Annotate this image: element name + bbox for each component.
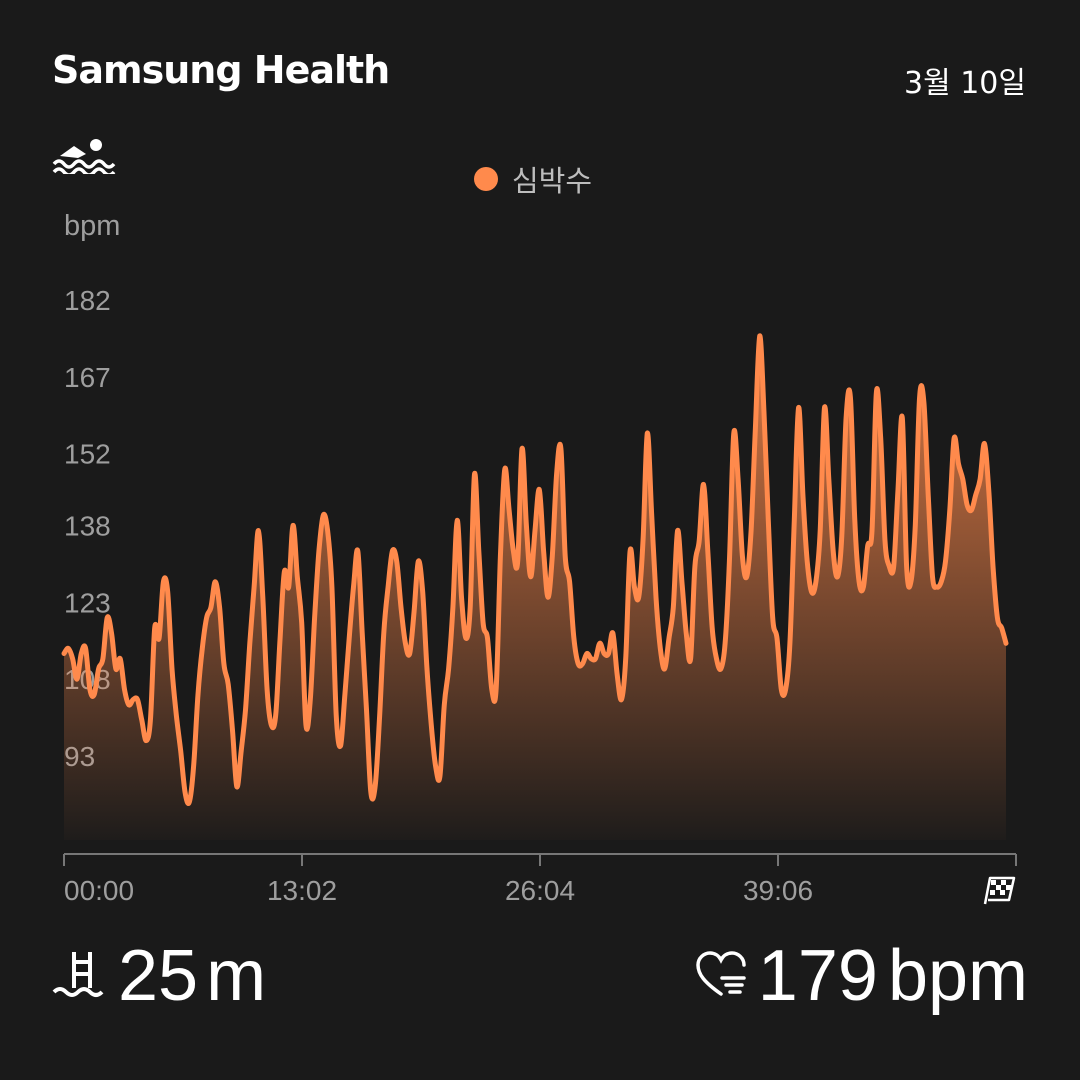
x-tick-label: 00:00 [64, 875, 134, 906]
heart-rate-line [61, 333, 1009, 807]
max-heart-rate-unit: bpm [887, 936, 1028, 1016]
x-tick-label: 26:04 [505, 875, 575, 906]
pool-length-stat: 25 m [52, 940, 266, 1012]
y-tick-label: 167 [64, 362, 111, 393]
y-tick-label: 138 [64, 510, 111, 541]
x-tick-label: 13:02 [267, 875, 337, 906]
y-axis-unit-label: bpm [64, 210, 120, 242]
chart-legend: 심박수 [474, 158, 592, 200]
app-title: Samsung Health [52, 48, 390, 92]
max-heart-rate-value: 179 [757, 936, 878, 1016]
max-heart-rate-stat: 179 bpm [694, 940, 1028, 1012]
pool-length-unit: m [206, 936, 267, 1016]
heart-rate-chart: bpm 93108123138152167182 00:0013:0226:04… [61, 210, 1017, 906]
date-label: 3월 10일 [904, 66, 1026, 101]
finish-flag-icon [983, 876, 1016, 905]
y-tick-label: 123 [64, 587, 111, 618]
y-tick-label: 152 [64, 439, 111, 470]
x-tick-label: 39:06 [743, 875, 813, 906]
pool-ladder-icon [52, 952, 104, 997]
y-tick-label: 182 [64, 285, 111, 316]
legend-label: 심박수 [512, 164, 593, 198]
legend-marker [474, 167, 498, 191]
heart-rate-icon [696, 951, 746, 996]
swimming-icon [52, 139, 116, 174]
pool-length-value: 25 [118, 936, 199, 1016]
heart-rate-area [64, 335, 1006, 840]
